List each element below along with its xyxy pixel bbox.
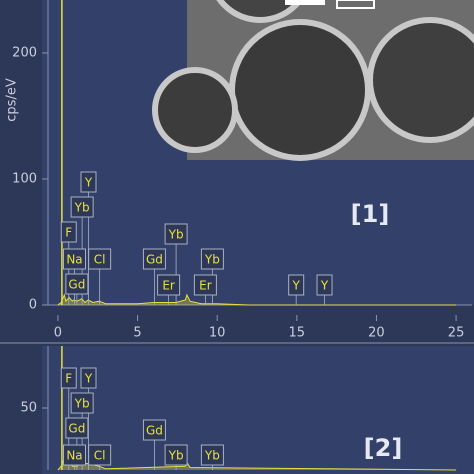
label-text: Y: [84, 176, 93, 190]
y-tick-label: 0: [29, 298, 37, 313]
label-box: [193, 274, 217, 296]
label-text: Y: [84, 372, 93, 386]
element-label: Y: [80, 367, 97, 470]
x-tick-label: 20: [368, 326, 385, 341]
label-box: [157, 274, 181, 296]
label-text: Cl: [94, 449, 106, 463]
label-box: [200, 248, 224, 270]
label-text: Gd: [146, 253, 163, 267]
label-text: Yb: [204, 253, 220, 267]
label-box: [65, 417, 89, 439]
spectrum-area: [57, 457, 457, 470]
label-text: Na: [66, 253, 82, 267]
element-label: Yb: [200, 444, 224, 470]
element-label: Cl: [88, 248, 112, 305]
x-tick-label: 10: [209, 326, 226, 341]
label-text: Yb: [168, 228, 184, 242]
panel-label: [1]: [351, 200, 390, 228]
label-text: Na: [66, 449, 82, 463]
label-text: Er: [199, 279, 212, 293]
element-label: Gd: [65, 273, 89, 305]
label-box: [80, 171, 97, 193]
label-box: [62, 444, 86, 466]
label-box: [60, 221, 77, 243]
x-tick-label: 0: [54, 326, 62, 341]
element-label: Yb: [70, 196, 94, 305]
inset-image: [152, 0, 474, 161]
label-box: [142, 419, 166, 441]
label-text: Yb: [204, 449, 220, 463]
element-label: Na: [62, 248, 86, 305]
label-text: Cl: [94, 253, 106, 267]
spectrum-area: [57, 294, 457, 305]
label-text: Gd: [68, 422, 85, 436]
label-text: Yb: [74, 201, 90, 215]
element-label: Gd: [142, 248, 166, 305]
x-tick-label: 25: [448, 326, 465, 341]
label-box: [65, 273, 89, 295]
label-text: Y: [320, 279, 329, 293]
element-label: Cl: [88, 444, 112, 470]
label-text: Y: [292, 279, 301, 293]
label-text: Gd: [146, 424, 163, 438]
label-box: [142, 248, 166, 270]
element-label: Gd: [65, 417, 89, 470]
label-box: [316, 274, 333, 296]
x-tick-label: 15: [289, 326, 306, 341]
label-box: [62, 248, 86, 270]
label-box: [88, 444, 112, 466]
label-box: [88, 248, 112, 270]
label-text: Yb: [74, 397, 90, 411]
y-axis-label: cps/eV: [5, 78, 20, 122]
label-box: [164, 444, 188, 466]
label-text: Yb: [168, 449, 184, 463]
label-box: [288, 274, 305, 296]
element-label: Gd: [142, 419, 166, 470]
element-label: Y: [316, 274, 333, 305]
label-box: [70, 196, 94, 218]
label-text: Er: [162, 279, 175, 293]
element-label: Yb: [164, 444, 188, 470]
y-tick-label: 50: [20, 401, 37, 416]
label-box: [70, 392, 94, 414]
element-label: Na: [62, 444, 86, 470]
plot-area: [42, 346, 474, 474]
x-tick-label: 5: [133, 326, 141, 341]
y-tick-label: 100: [12, 171, 37, 186]
label-box: [164, 223, 188, 245]
label-box: [200, 444, 224, 466]
element-label: Er: [193, 274, 217, 305]
element-label: Y: [288, 274, 305, 305]
label-box: [60, 367, 77, 389]
element-label: Yb: [164, 223, 188, 305]
y-tick-label: 200: [12, 45, 37, 60]
label-text: F: [65, 226, 72, 240]
label-text: F: [65, 372, 72, 386]
label-text: Gd: [68, 278, 85, 292]
label-box: [80, 367, 97, 389]
panel-label: [2]: [364, 434, 403, 462]
element-label: Er: [157, 274, 181, 305]
